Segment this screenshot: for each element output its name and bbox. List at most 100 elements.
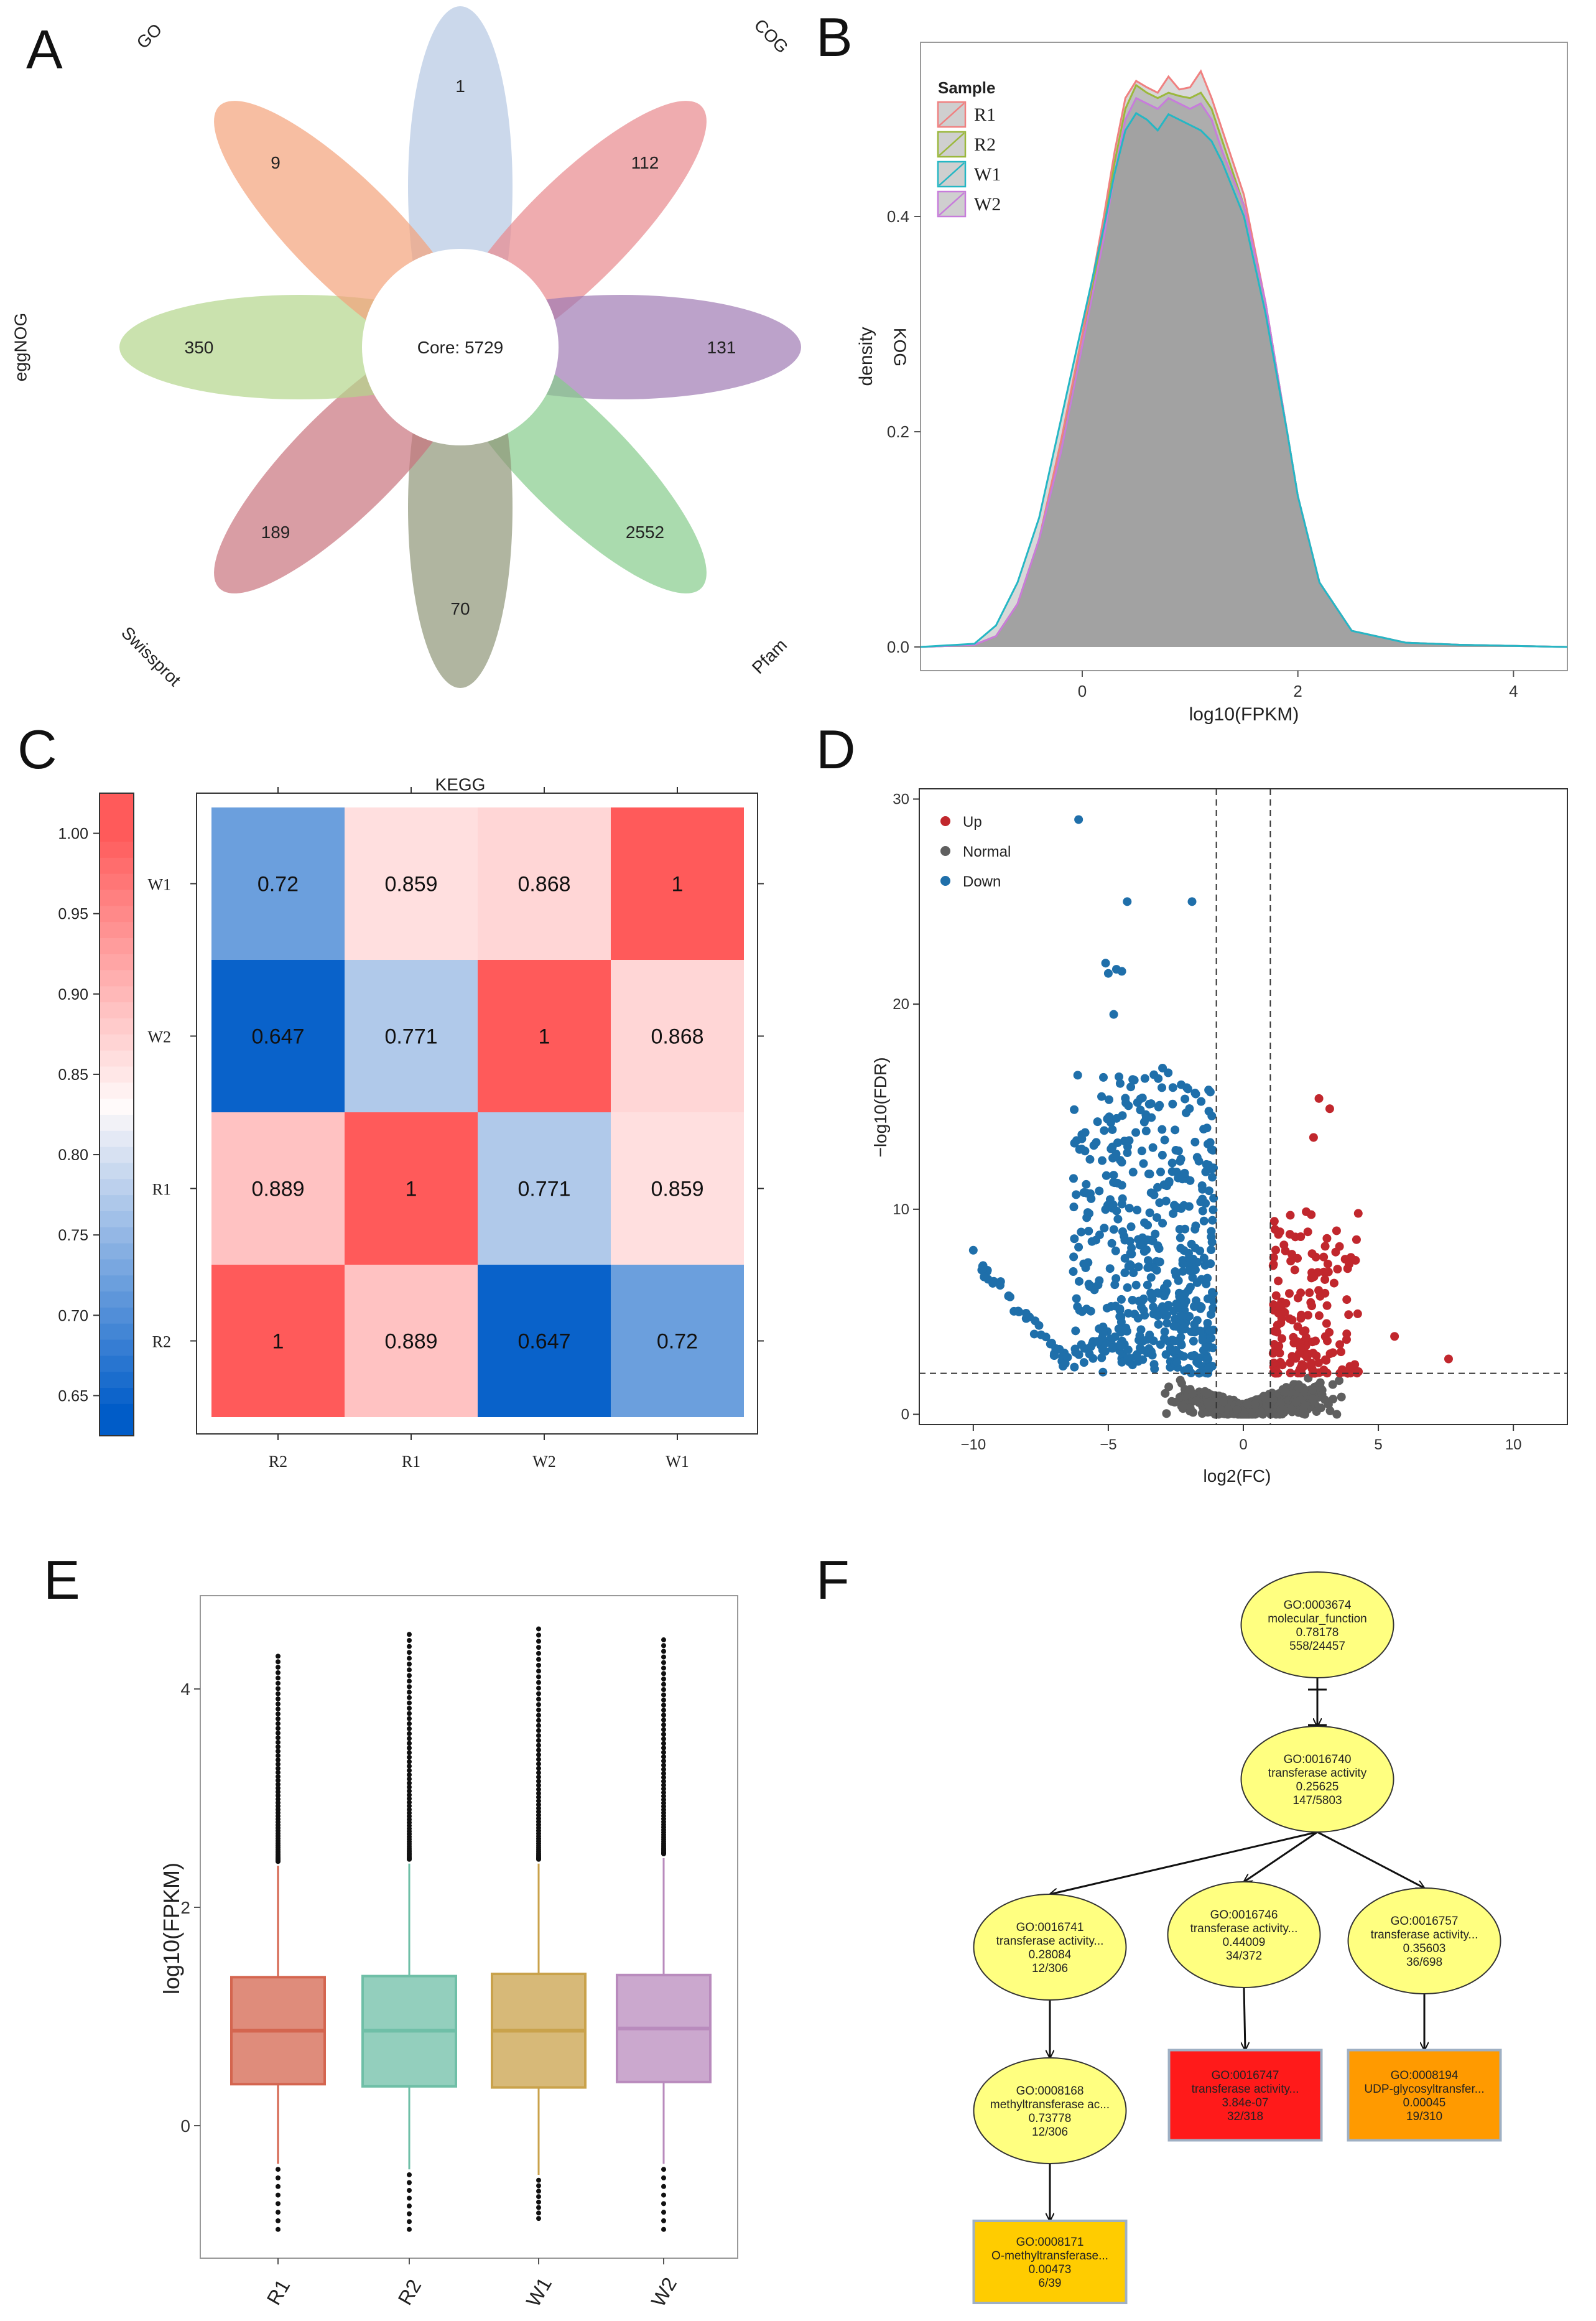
volcano-point-down [1071,1326,1080,1336]
volcano-point-down [1112,1206,1121,1216]
volcano-point-up [1320,1275,1330,1284]
volcano-point-down [1085,1349,1094,1359]
legend-label: W1 [974,164,1001,185]
panel-b-density-plot: 0.0 0.2 0.4 0 2 4 log10(FPKM) density Sample R1 R2… [856,42,1568,725]
volcano-point-down [1205,1326,1215,1336]
outlier-point [661,1779,666,1784]
volcano-point-up [1293,1254,1302,1263]
outlier-point [536,1787,541,1792]
volcano-point-down [1120,1232,1129,1241]
volcano-point-down [1124,1309,1133,1318]
outlier-point [661,1793,666,1799]
volcano-point-up [1319,1365,1329,1375]
volcano-point-down [1197,1275,1206,1284]
volcano-point-down [1070,1105,1079,1114]
colorbar-step [100,1066,134,1083]
colorbar-step [100,1323,134,1340]
volcano-point-down [1133,1357,1143,1366]
y-tick-label: 20 [893,996,909,1013]
x-tick-label: W1 [522,2274,556,2311]
colorbar-step [100,1387,134,1404]
outlier-point [536,1761,541,1767]
volcano-point-down [1070,1362,1079,1372]
volcano-point-down [1171,1346,1181,1355]
volcano-point-down [1014,1307,1024,1316]
outlier-point [661,1681,666,1687]
dag-node [1167,2049,1323,2142]
volcano-point-down [1109,1225,1118,1234]
outlier-point [661,1692,666,1698]
colorbar-step [100,857,134,874]
volcano-point-down [1190,1137,1200,1147]
volcano-point-down [1185,1311,1194,1321]
outlier-point [536,1639,541,1644]
dag-node-text: 36/698 [1406,1956,1442,1969]
volcano-point-up [1314,1311,1324,1320]
volcano-point-down [1192,1153,1202,1162]
volcano-point-down [1070,1234,1079,1244]
volcano-point-down [1208,1173,1217,1182]
volcano-point-normal [1192,1396,1201,1405]
colorbar-tick-label: 0.75 [58,1227,88,1244]
volcano-point-down [1199,1216,1209,1226]
density-area-r2 [921,85,1567,647]
colorbar-step [100,954,134,970]
volcano-point-up [1290,1265,1299,1275]
volcano-point-down [1197,1097,1206,1106]
petal-value-pfam: 2552 [626,523,664,542]
outlier-point [276,1691,281,1696]
volcano-point-down [1149,1190,1159,1199]
outlier-point [276,1665,281,1670]
volcano-point-down [1143,1263,1153,1272]
volcano-point-normal [1317,1390,1327,1399]
outlier-point [536,2194,541,2200]
heatmap-cell-label: 0.771 [384,1025,437,1049]
x-tick-label: 4 [1509,682,1518,700]
volcano-point-down [1164,1176,1174,1186]
volcano-point-up [1296,1343,1305,1352]
dag-node-text: 0.44009 [1223,1936,1266,1949]
petal-value-eggnog: 350 [185,338,214,357]
volcano-point-down [1198,1206,1207,1216]
volcano-point-up [1271,1245,1281,1255]
volcano-point-normal [1315,1378,1325,1387]
volcano-point-down [1069,1174,1078,1183]
outlier-point [661,2218,666,2223]
volcano-point-up [1296,1232,1306,1242]
x-tick-label: W2 [647,2274,681,2311]
volcano-point-down [1101,1205,1110,1214]
volcano-point-down [1124,1262,1133,1271]
outlier-point [276,1686,281,1691]
volcano-point-down [1108,1125,1117,1134]
volcano-point-down [1208,1216,1217,1225]
volcano-point-down [1105,1195,1115,1204]
plot-frame [919,788,1568,1425]
outlier-point [536,1805,541,1811]
col-label: W2 [532,1453,556,1471]
outlier-point [276,1716,281,1721]
volcano-point-down [1202,1160,1211,1169]
volcano-point-down [1111,1150,1121,1159]
panel-letter-e: E [44,1549,80,1611]
outlier-point [407,1711,412,1716]
dag-node-text: transferase activity... [1371,1928,1478,1942]
heatmap-cell [345,1265,478,1417]
outlier-point [536,1723,541,1728]
petal-name-swissprot: Swissprot [118,623,185,690]
volcano-point-down [1161,1196,1171,1206]
volcano-point-down [1178,1259,1187,1268]
volcano-point-down [1156,1340,1165,1349]
volcano-point-down [1147,1113,1156,1122]
volcano-point-down [1126,1222,1136,1232]
dag-node-text: UDP-glycosyltransfer... [1364,2083,1484,2096]
volcano-point-down [1029,1329,1039,1339]
x-axis-label: log10(FPKM) [1189,704,1299,725]
volcano-point-down [1181,1094,1190,1104]
dag-node-text: 0.25625 [1296,1780,1339,1793]
dag-node-text: GO:0008194 [1391,2069,1459,2082]
outlier-point [276,2167,281,2172]
panel-f-go-dag: GO:0003674molecular_function0.78178558/2… [972,1571,1502,2304]
volcano-point-down [1174,1146,1183,1155]
colorbar-step [100,1162,134,1179]
volcano-point-normal [1291,1397,1301,1407]
